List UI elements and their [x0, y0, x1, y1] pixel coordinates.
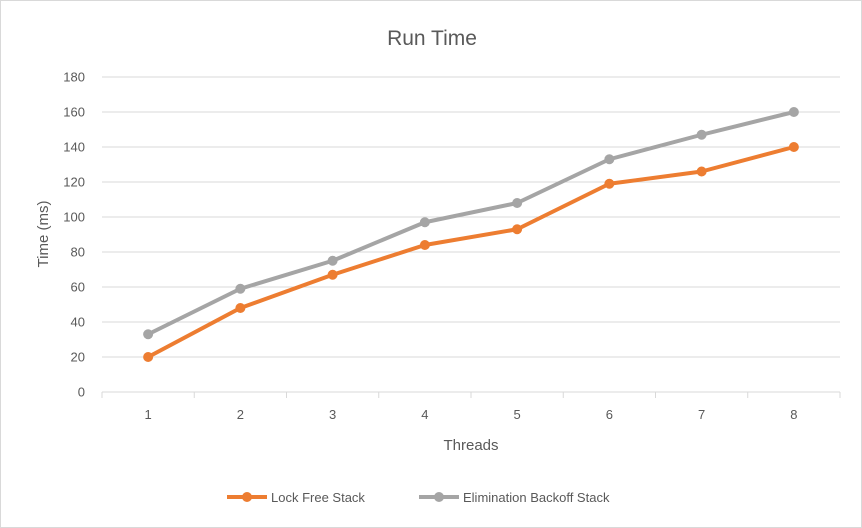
x-tick-label: 2 — [237, 407, 244, 422]
y-axis-title: Time (ms) — [35, 201, 52, 268]
chart-title: Run Time — [387, 27, 477, 50]
y-tick-label: 180 — [63, 70, 85, 85]
data-point — [327, 269, 338, 280]
y-tick-label: 100 — [63, 210, 85, 225]
data-point — [696, 129, 707, 140]
legend: Lock Free Stack Elimination Backoff Stack — [227, 490, 610, 505]
data-point — [419, 240, 430, 250]
series-line — [146, 145, 796, 359]
data-point — [788, 142, 799, 152]
y-tick-label: 140 — [63, 140, 85, 155]
y-tick-label: 20 — [71, 350, 85, 365]
data-point — [788, 107, 799, 117]
series-group — [143, 107, 799, 362]
x-tick-label: 5 — [514, 407, 521, 422]
y-tick-label: 0 — [78, 385, 85, 400]
series-1 — [143, 142, 799, 362]
legend-swatch-marker — [242, 492, 252, 502]
x-axis-title: Threads — [443, 437, 498, 454]
data-point — [143, 352, 154, 362]
y-tick-label: 120 — [63, 175, 85, 190]
data-point — [235, 303, 246, 313]
series-2 — [143, 107, 799, 340]
x-tick-label: 8 — [790, 407, 797, 422]
x-axis: 1 2 3 4 5 6 7 8 — [101, 391, 841, 422]
legend-item: Elimination Backoff Stack — [419, 490, 610, 505]
x-tick-label: 7 — [698, 407, 705, 422]
data-point — [235, 283, 246, 294]
series-line — [146, 110, 796, 337]
data-point — [512, 198, 523, 208]
data-point — [327, 255, 338, 266]
x-tick-label: 1 — [145, 407, 152, 422]
data-point — [604, 154, 615, 165]
data-point — [512, 224, 523, 235]
grid — [102, 76, 840, 358]
data-point — [143, 329, 154, 340]
legend-swatch-marker — [434, 492, 444, 502]
x-tick-label: 4 — [421, 407, 428, 422]
y-tick-label: 80 — [71, 245, 85, 260]
data-point — [696, 166, 707, 177]
y-tick-label: 60 — [71, 280, 85, 295]
x-tick-label: 3 — [329, 407, 336, 422]
y-tick-label: 160 — [63, 105, 85, 120]
legend-label: Lock Free Stack — [271, 490, 365, 505]
y-tick-label: 40 — [71, 315, 85, 330]
y-axis: 0 20 40 60 80 100 120 140 160 180 — [63, 70, 85, 400]
legend-item: Lock Free Stack — [227, 490, 365, 505]
data-point — [419, 217, 430, 228]
data-point — [604, 178, 615, 189]
x-tick-label: 6 — [606, 407, 613, 422]
legend-label: Elimination Backoff Stack — [463, 490, 610, 505]
